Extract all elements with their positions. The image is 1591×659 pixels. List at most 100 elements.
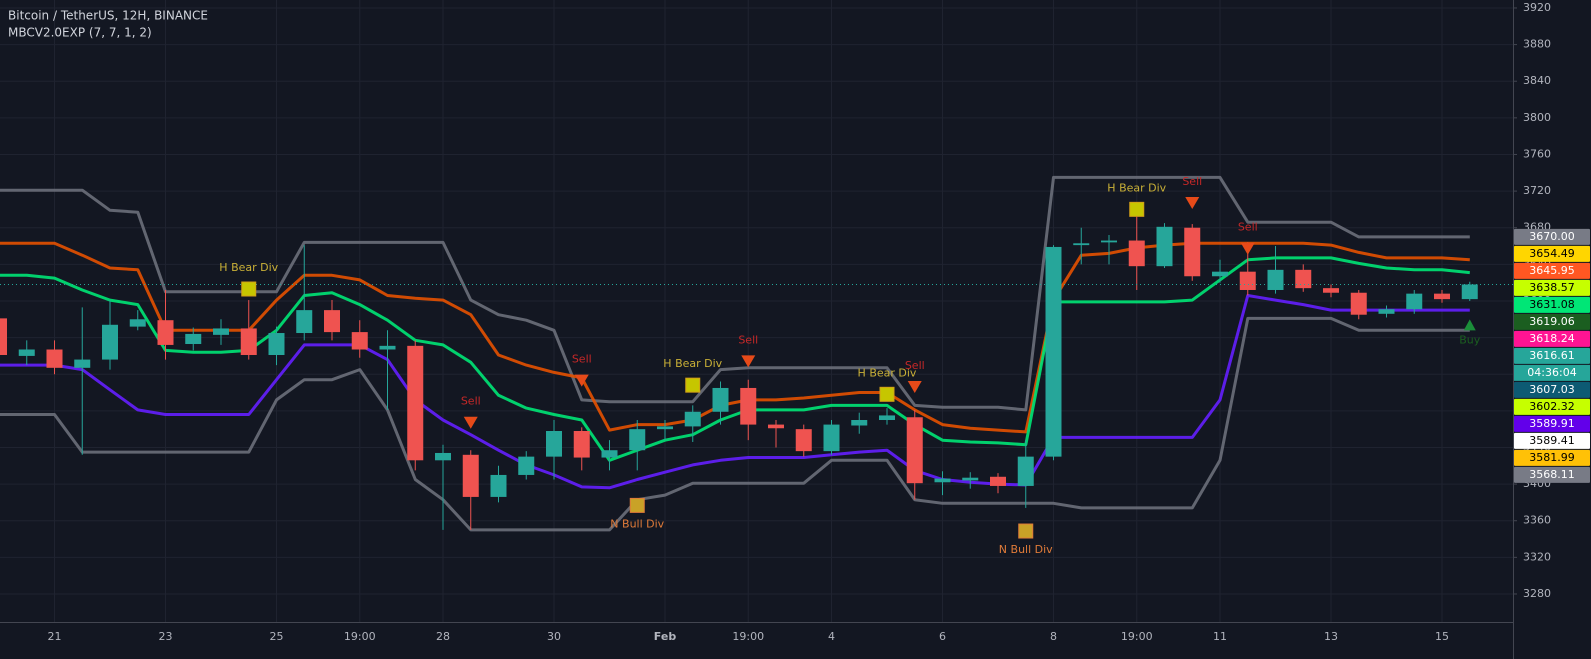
x-tick-label: 15 <box>1435 630 1449 643</box>
candle-body <box>1073 243 1090 246</box>
y-tick-label: 3920 <box>1523 1 1551 14</box>
buy-marker <box>1463 319 1476 331</box>
indicator-line <box>0 294 1470 490</box>
candle-body <box>268 333 285 355</box>
x-tick-label: 30 <box>547 630 561 643</box>
countdown-label: 04:36:04 <box>1527 366 1576 379</box>
price-tag <box>1514 228 1590 245</box>
price-tag <box>1514 449 1590 466</box>
countdown-tag <box>1514 364 1590 381</box>
candle-body <box>1295 269 1312 289</box>
sell-marker <box>463 416 478 429</box>
candle-body <box>0 318 7 355</box>
sell-marker <box>741 355 756 368</box>
candle-body <box>129 319 146 327</box>
price-tag-label: 3631.08 <box>1529 298 1575 311</box>
div-marker <box>241 281 257 297</box>
x-tick-label: 4 <box>828 630 835 643</box>
candle-body <box>46 349 63 368</box>
x-tick-label: 19:00 <box>344 630 376 643</box>
y-tick-label: 3760 <box>1523 147 1551 160</box>
x-tick-label: 28 <box>436 630 450 643</box>
candle-body <box>18 349 35 356</box>
price-tag-label: 3654.49 <box>1529 247 1575 260</box>
candle-body <box>768 424 784 429</box>
sell-marker <box>907 380 922 393</box>
candle-body <box>379 345 396 350</box>
candle-body <box>1378 309 1395 314</box>
sell-marker <box>1240 242 1255 255</box>
price-tag <box>1514 262 1590 279</box>
candle-body <box>490 474 507 497</box>
y-tick-label: 3320 <box>1523 550 1551 563</box>
y-tick-label: 3360 <box>1523 514 1551 527</box>
candle-body <box>934 478 951 483</box>
price-tag <box>1514 313 1590 330</box>
price-tag <box>1514 398 1590 415</box>
div-marker <box>629 497 645 513</box>
candle-body <box>102 324 118 360</box>
candle-body <box>712 387 729 412</box>
candle-body <box>795 429 812 452</box>
candle-body <box>1323 288 1339 293</box>
candle-body <box>684 411 701 427</box>
x-tick-label: 21 <box>48 630 62 643</box>
price-tag <box>1514 381 1590 398</box>
price-tag-label: 3568.11 <box>1529 468 1575 481</box>
y-tick-label: 3800 <box>1523 111 1551 124</box>
annotation-label: Sell <box>738 333 758 346</box>
div-marker <box>685 377 701 393</box>
candle-body <box>240 328 257 355</box>
sell-marker <box>1185 196 1200 209</box>
candle-body <box>157 320 174 345</box>
price-tag-label: 3670.00 <box>1529 230 1575 243</box>
candle-body <box>851 420 868 426</box>
price-tag <box>1514 432 1590 449</box>
price-tag <box>1514 347 1590 364</box>
price-tag <box>1514 466 1590 483</box>
annotation-label: N Bull Div <box>610 517 664 530</box>
candle-body <box>657 426 673 430</box>
price-tag-label: 3589.91 <box>1529 417 1575 430</box>
price-tag-label: 3638.57 <box>1529 281 1575 294</box>
price-tag <box>1514 279 1590 296</box>
price-tag-label: 3645.95 <box>1529 264 1575 277</box>
annotation-label: Buy <box>1459 333 1481 346</box>
candle-body <box>962 477 979 481</box>
x-tick-label: 11 <box>1213 630 1227 643</box>
price-tag <box>1514 330 1590 347</box>
x-tick-label: 19:00 <box>1121 630 1153 643</box>
candle-body <box>1156 226 1173 267</box>
candle-body <box>213 328 229 335</box>
candle-body <box>740 387 757 425</box>
candle-body <box>1239 271 1256 290</box>
price-tag-label: 3607.03 <box>1529 383 1575 396</box>
indicator-title: MBCV2.0EXP (7, 7, 1, 2) <box>8 26 152 40</box>
candles <box>0 216 1513 530</box>
annotation-label: Sell <box>461 395 481 408</box>
annotation-label: Sell <box>905 359 925 372</box>
candle-body <box>407 345 424 461</box>
candle-body <box>1267 269 1284 290</box>
annotation-label: Sell <box>572 353 592 366</box>
candle-body <box>435 452 451 461</box>
sell-marker <box>574 374 589 387</box>
price-tag-label: 3616.61 <box>1529 349 1575 362</box>
candle-body <box>1406 293 1423 310</box>
price-tag-label: 3602.32 <box>1529 400 1575 413</box>
candle-body <box>601 450 618 458</box>
annotation-label: H Bear Div <box>663 357 722 370</box>
candle-body <box>906 417 923 484</box>
candle-body <box>324 310 340 333</box>
price-tag <box>1514 245 1590 262</box>
x-tick-label: 19:00 <box>732 630 764 643</box>
candle-body <box>823 424 840 452</box>
y-tick-label: 3840 <box>1523 74 1551 87</box>
price-tag-label: 3581.99 <box>1529 451 1575 464</box>
x-tick-label: 8 <box>1050 630 1057 643</box>
price-tag <box>1514 296 1590 313</box>
indicator-line <box>0 316 1470 532</box>
